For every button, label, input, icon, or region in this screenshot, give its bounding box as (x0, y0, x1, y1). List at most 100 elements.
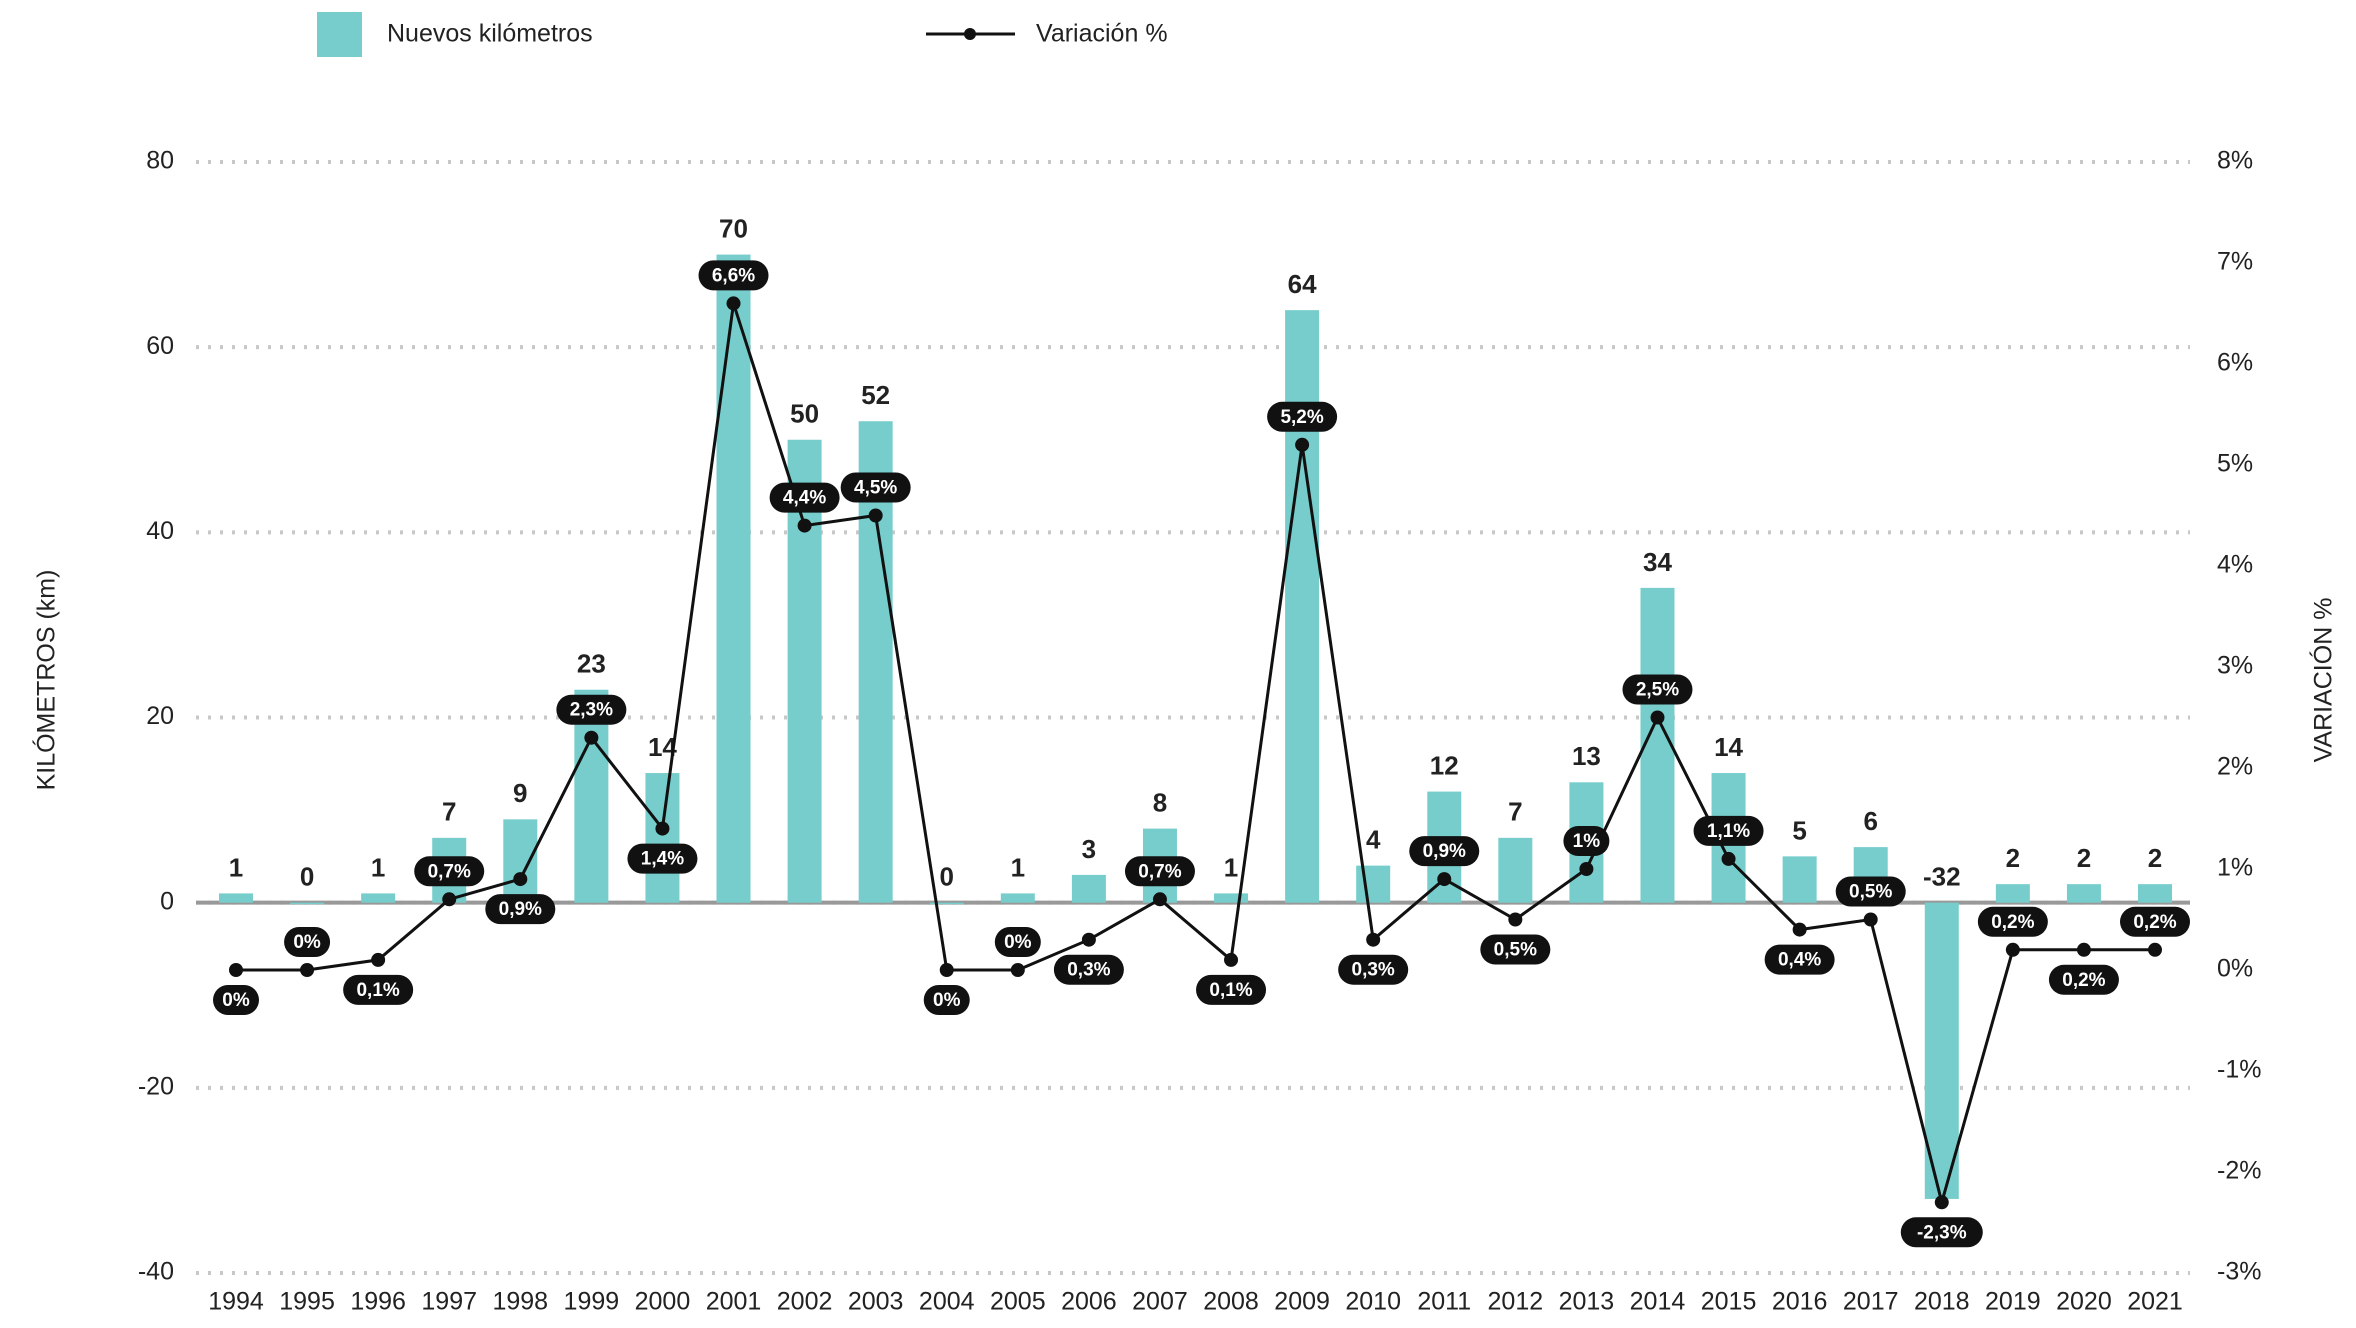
line-marker (2148, 942, 2162, 957)
x-tick-label: 2017 (1843, 1288, 1899, 1316)
x-tick-label: 2009 (1274, 1288, 1330, 1316)
bar (503, 819, 538, 903)
line-value-label: 0,7% (428, 861, 471, 882)
x-tick-label: 2015 (1701, 1288, 1757, 1316)
y2-axis-label: VARIACIÓN % (2309, 598, 2338, 763)
line-marker (1152, 892, 1167, 907)
label-pill (1563, 826, 1610, 856)
bar-value-label: 8 (1153, 787, 1167, 817)
bar-value-label: 0 (300, 862, 314, 892)
y2-tick-label: 3% (2217, 652, 2253, 680)
bar (574, 689, 609, 903)
y-tick-label: -20 (138, 1072, 174, 1100)
bar (1782, 856, 1817, 903)
x-tick-label: 1995 (279, 1288, 335, 1316)
bar (1214, 893, 1249, 903)
line-value-label: 0% (222, 990, 250, 1011)
bar (1356, 865, 1391, 903)
bar-value-label: 23 (577, 649, 606, 679)
label-pill (343, 974, 414, 1005)
legend-swatch-bar (317, 12, 362, 57)
legend-label: Variación % (1036, 20, 1168, 48)
y-tick-label: -40 (138, 1258, 174, 1286)
bar-value-label: 2 (2006, 843, 2020, 873)
line-marker (939, 963, 954, 977)
line-marker (300, 963, 315, 977)
line-marker (1863, 912, 1878, 927)
line-marker (1721, 851, 1736, 866)
line-marker (1224, 952, 1239, 967)
bar (645, 773, 680, 903)
line-value-label: 4,4% (783, 488, 826, 509)
bar (1924, 902, 1959, 1199)
line-value-label: 0% (293, 932, 321, 953)
x-tick-label: 2004 (919, 1288, 975, 1316)
line-value-label: 0% (1004, 932, 1032, 953)
legend-marker (964, 28, 976, 40)
label-pill (698, 260, 769, 291)
label-pill (1196, 974, 1267, 1005)
label-pill (2048, 964, 2119, 995)
label-pill (1124, 856, 1195, 887)
y2-tick-label: 5% (2217, 450, 2253, 478)
x-tick-label: 2003 (848, 1288, 904, 1316)
legend-label: Nuevos kilómetros (387, 20, 593, 48)
bar-value-label: 1 (1224, 852, 1238, 882)
line-value-label: 1,4% (641, 849, 684, 870)
x-tick-label: 2016 (1772, 1288, 1828, 1316)
line-value-label: 2,3% (570, 700, 613, 721)
label-pill (1267, 401, 1338, 432)
x-tick-label: 2002 (777, 1288, 833, 1316)
y2-tick-label: -2% (2217, 1157, 2261, 1185)
x-tick-label: 2000 (635, 1288, 691, 1316)
x-tick-label: 1999 (564, 1288, 620, 1316)
y-axis-label: KILÓMETROS (km) (32, 570, 61, 791)
x-tick-label: 2008 (1203, 1288, 1259, 1316)
label-pill (485, 894, 556, 925)
x-tick-label: 1997 (421, 1288, 477, 1316)
y2-tick-label: -1% (2217, 1056, 2261, 1084)
label-pill (213, 985, 259, 1015)
line-value-label: 1% (1573, 831, 1601, 852)
line-marker (513, 872, 528, 887)
bar-value-label: 50 (790, 399, 819, 429)
bar (1285, 310, 1320, 903)
line-marker (1934, 1195, 1949, 1210)
bar-value-label: 1 (229, 852, 243, 882)
label-pill (556, 694, 627, 725)
label-pill (627, 843, 698, 874)
label-pill (769, 482, 840, 513)
line-marker (1508, 912, 1523, 927)
x-tick-label: 2007 (1132, 1288, 1188, 1316)
label-pill (284, 927, 331, 957)
line-value-label: 0,2% (1991, 912, 2034, 933)
line-value-label: 0,1% (1209, 980, 1252, 1001)
bar-value-label: 1 (1011, 852, 1025, 882)
y2-tick-label: 6% (2217, 349, 2253, 377)
bar-value-label: 9 (513, 778, 527, 808)
line-marker (442, 892, 457, 907)
x-tick-label: 2005 (990, 1288, 1046, 1316)
x-tick-label: 2012 (1488, 1288, 1544, 1316)
y-tick-label: 80 (146, 147, 174, 175)
bar-value-label: 64 (1288, 269, 1317, 299)
x-tick-label: 2006 (1061, 1288, 1117, 1316)
x-tick-label: 2013 (1559, 1288, 1615, 1316)
line-marker (1650, 710, 1665, 725)
x-tick-label: 2020 (2056, 1288, 2112, 1316)
line-marker (1437, 872, 1452, 887)
line-marker (1792, 922, 1807, 937)
y2-tick-label: 1% (2217, 854, 2253, 882)
label-pill (2120, 906, 2190, 937)
line-marker (868, 508, 883, 523)
bar (361, 893, 396, 903)
y2-tick-label: 7% (2217, 248, 2253, 276)
bar-value-label: 4 (1366, 825, 1381, 855)
label-pill (1338, 954, 1409, 985)
y-tick-label: 40 (146, 517, 174, 545)
bar (1071, 874, 1106, 903)
bar-value-label: 13 (1572, 741, 1601, 771)
line-value-label: 5,2% (1280, 407, 1323, 428)
x-tick-label: 1996 (350, 1288, 406, 1316)
line-value-label: 0,5% (1849, 882, 1892, 903)
